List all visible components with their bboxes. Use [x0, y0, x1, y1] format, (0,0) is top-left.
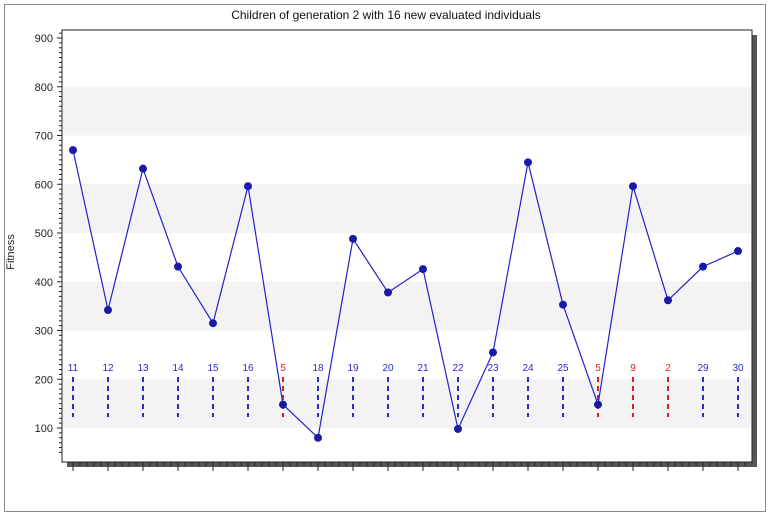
individual-id-label: 19	[347, 363, 359, 374]
individual-id-label: 13	[137, 363, 149, 374]
data-point	[594, 400, 602, 409]
data-point	[104, 306, 112, 315]
grid-band	[63, 184, 751, 233]
chart-title: Children of generation 2 with 16 new eva…	[231, 8, 541, 22]
individual-id-label: 18	[312, 363, 324, 374]
data-point	[384, 288, 392, 297]
y-tick-label: 200	[35, 374, 53, 386]
individual-id-label: 16	[242, 363, 254, 374]
data-point	[734, 247, 742, 256]
fitness-line	[72, 149, 739, 439]
grid-band	[63, 281, 751, 331]
series-line	[69, 146, 742, 442]
grid-band	[63, 86, 751, 136]
data-point	[419, 265, 427, 274]
y-axis: 100 200 300 400 500 600 700 800 900	[35, 32, 62, 453]
individual-id-label: 25	[557, 363, 569, 374]
y-tick-label: 700	[35, 131, 53, 143]
y-tick-label: 800	[35, 82, 53, 94]
y-tick-label: 600	[35, 179, 53, 191]
background-bands	[61, 29, 757, 467]
grid-band	[63, 379, 751, 428]
individual-id-label: 29	[697, 363, 709, 374]
individual-id-markers: 11 12 13 14 15 16 5 18 19 20 21 22 23 24 25 5 9 2 29 30	[68, 363, 744, 417]
y-tick-label: 100	[35, 423, 53, 435]
data-point	[349, 234, 357, 243]
data-point	[629, 182, 637, 191]
data-point	[664, 296, 672, 305]
x-axis	[72, 462, 746, 471]
data-point	[559, 300, 567, 309]
y-tick-label: 900	[35, 33, 53, 45]
data-point	[489, 348, 497, 357]
y-axis-label: Fitness	[5, 234, 17, 270]
individual-id-label: 15	[207, 363, 219, 374]
data-point	[524, 158, 532, 167]
data-point	[279, 400, 287, 409]
y-tick-label: 500	[35, 228, 53, 240]
data-point	[454, 424, 462, 433]
individual-id-label: 24	[522, 363, 534, 374]
individual-id-label: 22	[452, 363, 464, 374]
individual-id-label: 14	[172, 363, 184, 374]
individual-id-label: 30	[732, 363, 744, 374]
individual-id-label: 11	[68, 363, 79, 374]
y-tick-label: 400	[35, 277, 53, 289]
data-point	[699, 262, 707, 271]
individual-id-label: 2	[665, 363, 671, 374]
data-point	[209, 319, 217, 328]
data-point	[244, 182, 252, 191]
data-point	[69, 146, 77, 155]
individual-id-label: 20	[382, 363, 394, 374]
individual-id-label: 5	[280, 363, 286, 374]
y-tick-label: 300	[35, 326, 53, 338]
individual-id-label: 23	[487, 363, 499, 374]
data-point	[139, 164, 147, 173]
individual-id-label: 9	[630, 363, 636, 374]
data-point	[314, 433, 322, 442]
individual-id-label: 12	[102, 363, 114, 374]
individual-id-label: 21	[417, 363, 429, 374]
individual-id-label: 5	[595, 363, 601, 374]
data-point	[174, 262, 182, 271]
